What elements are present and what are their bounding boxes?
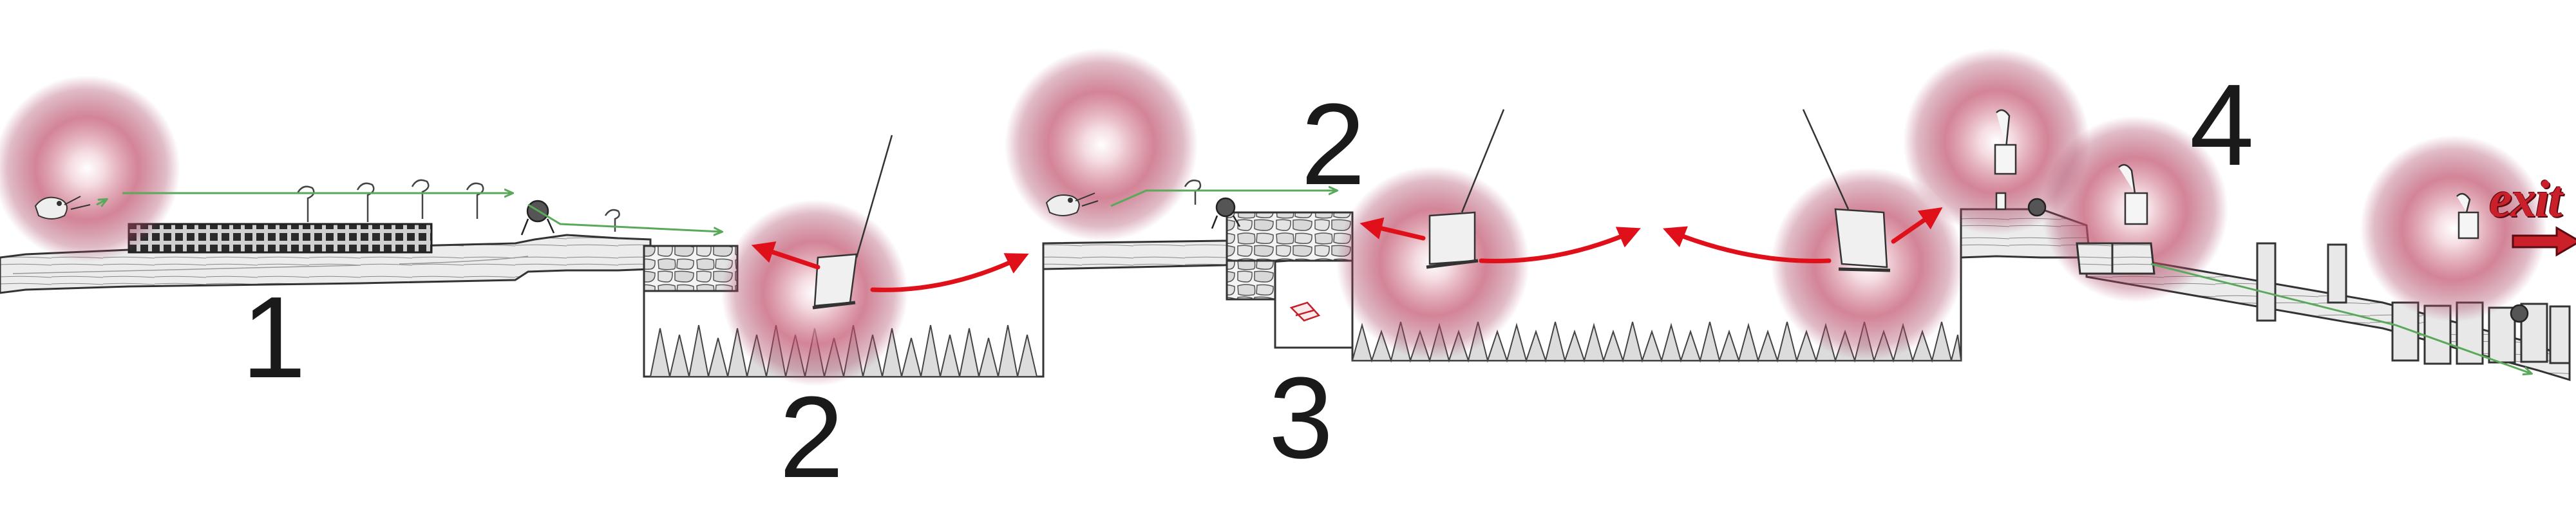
stage-label-1: 1	[242, 273, 307, 402]
movement-path-arrows	[96, 191, 2531, 373]
swing-arrow	[1479, 227, 1641, 263]
stone-block	[1226, 211, 1354, 262]
crate-icon	[1289, 301, 1321, 322]
gear-crank-icon	[2027, 198, 2047, 217]
stage-label-3: 3	[1269, 353, 1334, 483]
lantern-icon	[2456, 192, 2479, 239]
swing-arrow	[1359, 217, 1426, 241]
swing-arrow	[1891, 207, 1943, 244]
exit-label: exit	[2489, 171, 2562, 228]
swing-arrow	[1663, 226, 1832, 263]
bird-icon	[34, 196, 91, 220]
hanging-swing-icon	[812, 135, 893, 310]
gear-crank-icon	[1211, 197, 1241, 229]
lantern-icon	[1995, 192, 2007, 211]
light-glow	[0, 75, 180, 262]
light-glow	[1005, 48, 1198, 241]
stage-label-4: 4	[2190, 61, 2255, 190]
floor-grate	[128, 223, 433, 254]
bird-icon	[1045, 192, 1099, 216]
stone-step	[1226, 259, 1276, 301]
light-glow	[2360, 135, 2547, 322]
swing-arrow	[870, 253, 1029, 292]
hanging-swing-icon	[1802, 109, 1891, 272]
cart-icon	[2076, 242, 2155, 275]
stage-label-2a: 2	[779, 373, 844, 502]
swing-arrow	[751, 241, 820, 270]
hanging-swing-icon	[1426, 109, 1505, 269]
exit-arrow-icon	[2512, 226, 2576, 257]
swing-direction-arrows	[751, 207, 1943, 292]
light-glow	[1903, 48, 2090, 235]
light-glow	[721, 200, 908, 386]
exit-sign: exit	[2489, 174, 2576, 258]
gear-crank-icon	[2510, 304, 2529, 323]
lantern-icon	[2118, 164, 2148, 225]
lantern-icon	[1994, 109, 2017, 175]
stage-label-2b: 2	[1301, 80, 1366, 209]
